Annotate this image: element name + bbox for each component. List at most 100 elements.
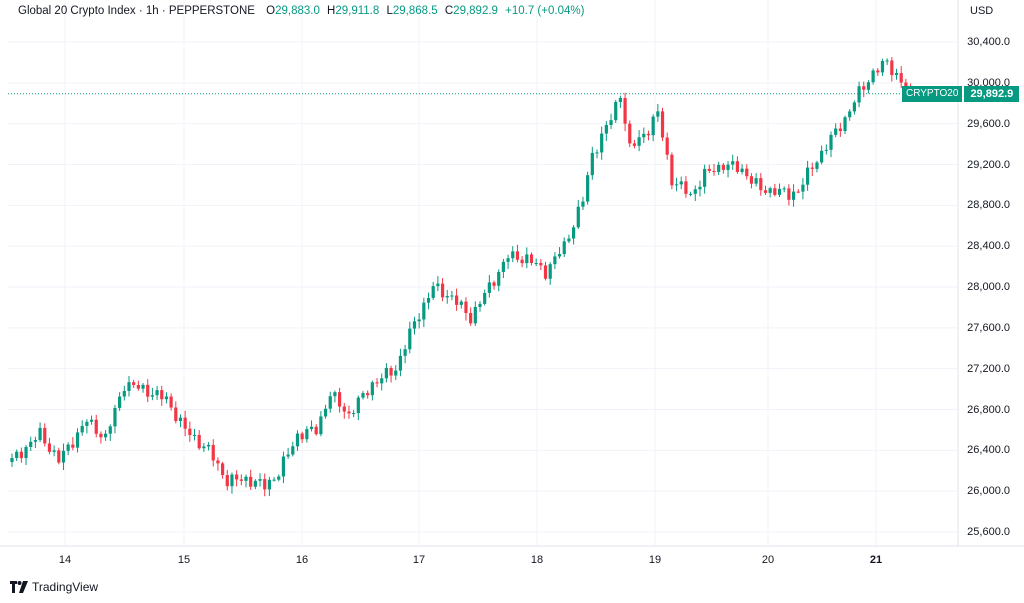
candle <box>801 178 805 200</box>
candle-body <box>478 303 482 307</box>
candle-body <box>155 390 159 396</box>
candle-body <box>824 149 828 151</box>
tradingview-logo[interactable]: TradingView <box>10 580 98 594</box>
candle <box>543 261 548 281</box>
candle-body <box>848 111 852 118</box>
candle <box>838 122 842 137</box>
candle-body <box>726 164 730 170</box>
candle <box>721 163 725 174</box>
candle <box>740 164 744 175</box>
candle-body <box>618 97 622 102</box>
candle <box>609 113 613 130</box>
candle-body <box>141 384 145 389</box>
symbol-title[interactable]: Global 20 Crypto Index · 1h · PEPPERSTON… <box>18 5 255 17</box>
candle-body <box>370 382 374 396</box>
candle-body <box>258 479 262 481</box>
candle-body <box>174 407 178 422</box>
candle <box>403 344 407 364</box>
candle-body <box>394 370 398 376</box>
candle-body <box>548 264 552 279</box>
price-tick-label: 29,200.0 <box>967 158 1010 171</box>
candle <box>478 301 482 312</box>
candle-body <box>267 479 271 490</box>
candle-body <box>80 425 84 433</box>
candle-body <box>380 378 384 384</box>
candle <box>342 402 346 419</box>
candle <box>352 409 356 418</box>
candle <box>857 81 861 108</box>
candle <box>497 269 501 292</box>
candle-body <box>614 101 618 121</box>
candle-body <box>890 60 894 76</box>
candle <box>155 385 159 400</box>
candle <box>239 474 243 486</box>
candle <box>693 185 697 202</box>
candle-body <box>286 454 290 457</box>
candle-body <box>717 164 721 173</box>
candle-body <box>763 190 768 193</box>
candle <box>473 301 477 326</box>
candle <box>305 426 309 443</box>
candle-body <box>136 385 140 389</box>
candle-body <box>894 73 899 76</box>
candle <box>623 92 627 132</box>
candle <box>548 262 552 285</box>
candle <box>375 378 379 388</box>
candle <box>197 430 201 450</box>
candle <box>483 289 487 306</box>
candle <box>272 477 276 482</box>
candle-body <box>483 292 487 304</box>
candle <box>848 109 852 121</box>
candle-body <box>857 86 861 103</box>
candle-body <box>815 162 819 169</box>
candle-body <box>206 444 211 447</box>
candle <box>291 441 295 457</box>
candle-body <box>660 111 665 138</box>
candle <box>862 81 866 98</box>
candle <box>824 144 828 155</box>
candle-body <box>169 396 173 408</box>
candle-body <box>150 395 154 397</box>
candle <box>689 191 693 197</box>
candle <box>745 164 749 180</box>
candle <box>361 391 365 400</box>
candle-body <box>501 261 505 272</box>
candle-body <box>85 421 89 426</box>
candle-body <box>843 117 847 132</box>
candle-body <box>300 433 304 440</box>
candle <box>660 107 665 142</box>
candle-body <box>801 184 805 192</box>
candle-body <box>759 178 763 191</box>
candle-body <box>272 479 276 481</box>
candle-body <box>670 154 674 186</box>
price-tick-label: 26,800.0 <box>967 403 1010 416</box>
candle <box>773 183 777 197</box>
candle-body <box>642 133 646 138</box>
candle <box>43 423 47 447</box>
candle <box>19 447 23 463</box>
candle-body <box>787 188 791 200</box>
candle <box>712 164 716 176</box>
candle-body <box>178 417 183 422</box>
candle-body <box>567 238 571 242</box>
candle <box>455 288 459 311</box>
candle <box>108 424 112 441</box>
candle <box>277 474 281 482</box>
candle <box>820 145 824 165</box>
candle-body <box>445 295 449 298</box>
candle <box>735 156 739 174</box>
candle-body <box>47 443 52 452</box>
open-label: O <box>266 5 276 17</box>
currency-button[interactable]: USD <box>970 5 994 17</box>
candle <box>417 313 421 329</box>
time-tick-label: 15 <box>177 554 191 566</box>
candle <box>408 321 412 354</box>
candle-body <box>375 382 379 384</box>
candle-body <box>674 184 679 186</box>
candle-body <box>10 457 14 463</box>
candle-body <box>230 474 234 487</box>
candle-body <box>553 256 557 265</box>
candle-body <box>459 301 463 305</box>
candle <box>169 393 173 411</box>
